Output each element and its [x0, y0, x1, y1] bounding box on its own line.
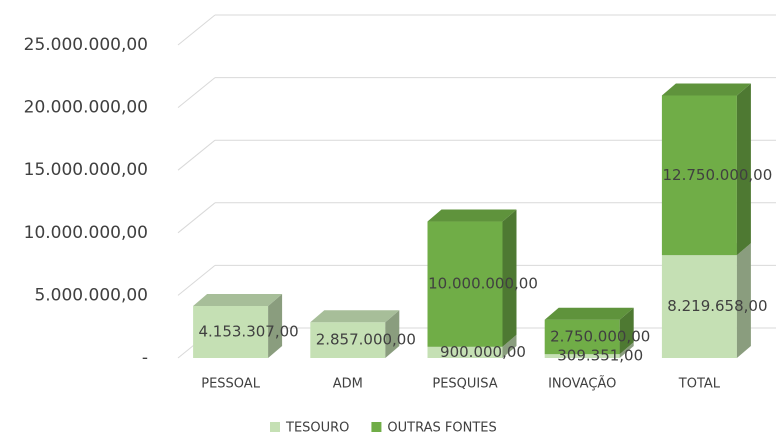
- grid-line: [177, 77, 216, 108]
- bar: [310, 322, 386, 358]
- bar-top: [661, 83, 751, 96]
- bar-side: [736, 243, 751, 358]
- bar-top: [193, 294, 283, 307]
- y-tick-label: -: [142, 348, 148, 368]
- bar-side: [385, 310, 400, 358]
- bar-side: [619, 342, 634, 358]
- value-label: 900.000,00: [440, 343, 526, 361]
- value-label: 309.351,00: [557, 347, 643, 365]
- bar-side: [736, 83, 751, 256]
- value-label: 2.857.000,00: [316, 331, 416, 349]
- grid-line: [177, 14, 216, 46]
- bar-side: [619, 307, 634, 355]
- y-tick-label: 20.000.000,00: [24, 98, 148, 118]
- legend-swatch: [371, 422, 382, 432]
- x-tick-label: ADM: [333, 377, 363, 392]
- value-label: 4.153.307,00: [198, 323, 298, 341]
- x-tick-label: INOVAÇÃO: [548, 376, 616, 392]
- bar-side: [502, 209, 517, 347]
- grid-line: [177, 265, 216, 296]
- x-tick-label: PESSOAL: [201, 377, 260, 392]
- legend-label: TESOURO: [285, 421, 349, 435]
- grid-line: [177, 202, 216, 234]
- value-label: 12.750.000,00: [663, 166, 773, 184]
- grid-line: [177, 139, 216, 171]
- y-tick-label: 10.000.000,00: [24, 223, 148, 243]
- bar-top: [427, 209, 517, 222]
- bar-top: [310, 310, 400, 323]
- x-tick-label: PESQUISA: [432, 377, 497, 392]
- bar: [661, 255, 737, 358]
- bar-side: [502, 334, 517, 358]
- bar: [427, 221, 503, 347]
- bar-side: [268, 294, 283, 358]
- y-tick-label: 5.000.000,00: [34, 285, 148, 305]
- bar: [661, 95, 737, 256]
- bar-top: [544, 307, 634, 320]
- value-label: 2.750.000,00: [550, 327, 650, 345]
- bar: [193, 306, 269, 358]
- y-tick-label: 15.000.000,00: [24, 160, 148, 180]
- value-label: 8.219.658,00: [667, 297, 767, 315]
- legend-label: OUTRAS FONTES: [387, 421, 496, 435]
- bar: [544, 319, 620, 355]
- value-label: 10.000.000,00: [428, 275, 538, 293]
- y-tick-label: 25.000.000,00: [24, 35, 148, 55]
- x-tick-label: TOTAL: [678, 377, 721, 392]
- bar: [544, 354, 620, 358]
- legend-swatch: [270, 422, 280, 432]
- bar: [427, 346, 503, 358]
